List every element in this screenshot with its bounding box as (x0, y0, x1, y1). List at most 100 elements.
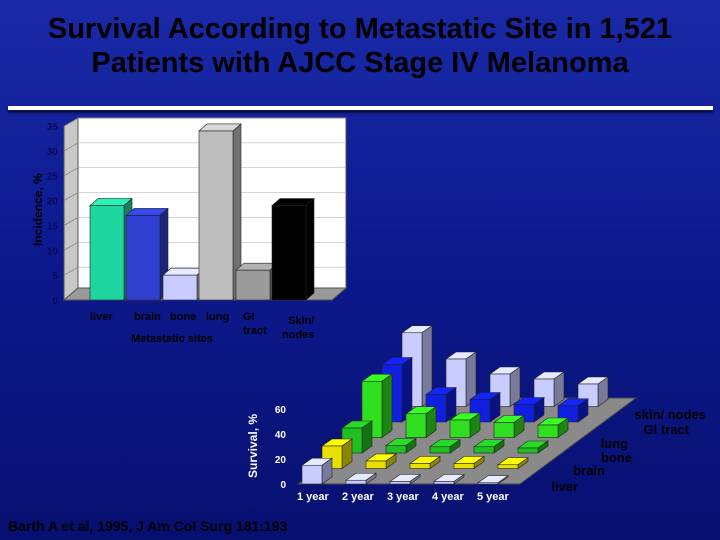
survival-bar (449, 412, 481, 439)
survival-bar-front (453, 463, 475, 469)
incidence-bar-side (305, 197, 315, 301)
survival-x-tick: 5 year (477, 491, 510, 503)
incidence-bar (198, 123, 242, 301)
survival-tick-labels: 0 20 40 60 (275, 405, 287, 491)
incidence-bar-front (89, 205, 125, 301)
incidence-chart: 0 5 10 15 20 25 30 35 Incidence, % (31, 117, 348, 307)
title-divider (8, 106, 713, 110)
incidence-y-tick: 25 (47, 172, 59, 183)
incidence-gridline (63, 142, 79, 152)
title-line-1: Survival According to Metastatic Site in… (47, 13, 673, 45)
survival-bar (477, 475, 509, 485)
survival-bar-front (345, 479, 367, 485)
survival-bars (301, 325, 609, 485)
title-line-2: Patients with AJCC Stage IV Melanoma (91, 47, 629, 79)
incidence-gridline (63, 217, 79, 226)
survival-bar-front (405, 413, 427, 438)
survival-bar-front (473, 446, 495, 454)
incidence-x-label: Metastatic sites (131, 333, 213, 345)
survival-series-label: skin/ nodes (634, 407, 706, 422)
incidence-y-tick: 5 (52, 271, 58, 282)
slide-title: Survival According to Metastatic Site in… (0, 12, 720, 80)
incidence-y-tick: 0 (52, 296, 58, 307)
survival-bar (405, 406, 437, 439)
survival-x-tick: 2 year (342, 491, 375, 503)
incidence-category-label: tract (243, 325, 267, 337)
survival-y-tick: 40 (275, 430, 287, 441)
incidence-y-tick: 10 (47, 246, 59, 257)
incidence-category-label: Skin/ (288, 315, 314, 327)
incidence-category-label: brain (134, 311, 161, 323)
survival-bar-front (517, 447, 539, 454)
survival-bar-front (385, 445, 407, 454)
incidence-gridline (63, 266, 79, 276)
survival-bar-front (477, 482, 499, 485)
survival-bar (345, 472, 377, 485)
survival-bar-front (429, 446, 451, 454)
incidence-category-label: lung (206, 311, 229, 323)
incidence-bar (271, 197, 315, 301)
survival-bar (429, 439, 461, 454)
survival-bar-front (365, 460, 387, 469)
incidence-y-tick: 30 (47, 147, 59, 158)
incidence-gridline (63, 117, 79, 127)
survival-bar-side (509, 366, 521, 408)
survival-x-tick-labels: 1 year 2 year 3 year 4 year 5 year (297, 491, 510, 503)
incidence-category-label: nodes (282, 329, 314, 341)
survival-bar-front (389, 481, 411, 485)
survival-bar (517, 440, 549, 454)
citation: Barth A et al, 1995, J Am Col Surg 181:1… (8, 518, 288, 534)
survival-chart: 0 20 40 60 1 year 2 year 3 year 4 year 5 year s… (246, 325, 706, 503)
incidence-bar-front (125, 215, 161, 301)
incidence-y-tick: 35 (47, 122, 59, 133)
incidence-bar (89, 197, 133, 301)
survival-x-tick: 3 year (387, 491, 420, 503)
incidence-bar (125, 207, 169, 301)
survival-bar (365, 453, 397, 470)
incidence-gridline (63, 167, 79, 176)
survival-bar-front (537, 424, 559, 438)
survival-bar (301, 457, 333, 485)
survival-x-tick: 1 year (297, 491, 330, 503)
survival-bar (453, 455, 485, 470)
survival-series-label: GI tract (643, 422, 689, 437)
survival-bar (493, 414, 525, 439)
survival-bar (389, 473, 421, 485)
incidence-category-label: GI (243, 311, 255, 323)
incidence-y-label: Incidence, % (31, 173, 45, 246)
incidence-category-label: bone (170, 311, 196, 323)
survival-bar (433, 473, 465, 485)
survival-bar-front (301, 464, 323, 485)
survival-bar-front (433, 481, 455, 485)
survival-y-tick: 0 (280, 480, 286, 491)
survival-bar (497, 457, 529, 470)
survival-x-tick: 4 year (432, 491, 465, 503)
incidence-bar-front (162, 274, 198, 301)
survival-bar (409, 455, 441, 470)
survival-series-label: liver (551, 479, 578, 494)
incidence-bar-front (235, 269, 271, 301)
incidence-bar-front (198, 130, 234, 301)
survival-bar-front (493, 422, 515, 438)
survival-bar (473, 439, 505, 454)
survival-y-tick: 20 (275, 455, 287, 466)
incidence-bar-front (271, 205, 307, 301)
survival-bar (385, 437, 417, 454)
incidence-tick-labels: 0 5 10 15 20 25 30 35 (47, 122, 59, 307)
incidence-y-tick: 15 (47, 221, 59, 232)
incidence-category-label: liver (90, 311, 113, 323)
survival-bar-front (449, 419, 471, 438)
incidence-y-tick: 20 (47, 197, 59, 208)
survival-bar-front (409, 463, 431, 469)
survival-y-tick: 60 (275, 405, 287, 416)
incidence-gridline (63, 242, 79, 251)
survival-series-label: brain (573, 463, 605, 478)
survival-bar-side (381, 373, 393, 439)
incidence-left-wall (63, 117, 79, 302)
survival-bar (537, 417, 569, 439)
survival-bar-front (497, 464, 519, 469)
incidence-bars (89, 123, 315, 301)
survival-series-label: lung (601, 436, 628, 451)
